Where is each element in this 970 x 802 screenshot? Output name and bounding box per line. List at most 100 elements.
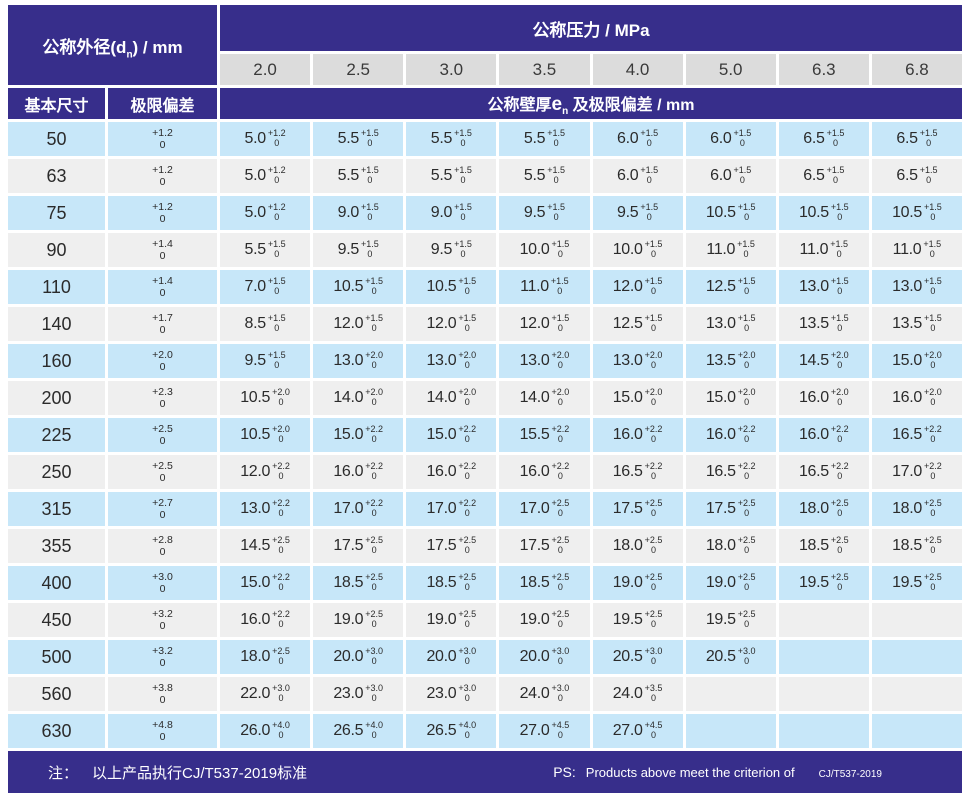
tol-lower: 0: [278, 434, 284, 444]
limit-deviation-cell: +1.7 0: [108, 307, 217, 341]
tol-lower: 0: [367, 175, 373, 185]
tolerance-stack: +1.5 0: [738, 313, 756, 334]
wall-thickness-cell-text: 5.5: [430, 167, 453, 184]
wall-thickness-cell-text: 18.5: [333, 574, 364, 591]
tol-upper: +2.5: [551, 571, 570, 582]
tol-upper: +2.0: [737, 349, 756, 360]
wall-thickness-cell-text: 16.5: [705, 463, 736, 480]
wall-thickness-cell: 12.5 +1.5 0: [685, 270, 776, 304]
tol-lower: 0: [837, 323, 843, 333]
basic-size-cell: 50: [8, 122, 105, 156]
tolerance-stack: +3.0 0: [645, 646, 663, 667]
wall-thickness-cell-text: 16.0: [612, 426, 643, 443]
wall-thickness-cell: 12.5 +1.5 0: [592, 307, 683, 341]
tolerance-stack: +2.2 0: [738, 461, 756, 482]
wall-thickness-cell-text: 19.5: [705, 611, 736, 628]
limit-deviation-cell: +3.8 0: [108, 677, 217, 711]
tol-upper: +1.5: [360, 164, 379, 175]
tolerance-stack: +3.2 0: [152, 608, 173, 632]
tol-lower: 0: [464, 619, 470, 629]
tol-lower: 0: [557, 508, 563, 518]
wall-thickness-cell-text: 16.5: [798, 463, 829, 480]
tolerance-stack: +3.2 0: [152, 645, 173, 669]
tol-lower: 0: [930, 545, 936, 555]
wall-thickness-label: 公称壁厚en 及极限偏差 / mm: [487, 94, 695, 118]
wall-thickness-cell: 9.5 +1.5 0: [220, 344, 311, 378]
tol-lower: 0: [278, 619, 284, 629]
wall-thickness-cell: 13.5 +2.0 0: [685, 344, 776, 378]
wall-thickness-cell-text: 19.0: [705, 574, 736, 591]
tol-upper: +3.0: [152, 570, 173, 583]
wall-thickness-cell: 8.5 +1.5 0: [220, 307, 311, 341]
tolerance-stack: +1.5 0: [361, 239, 379, 260]
tol-upper: +4.5: [644, 719, 663, 730]
wall-thickness-cell: 6.5 +1.5 0: [871, 122, 962, 156]
tol-upper: +1.5: [551, 238, 570, 249]
tol-lower: 0: [926, 138, 932, 148]
tol-lower: 0: [557, 730, 563, 740]
wall-thickness-cell: 19.5 +2.5 0: [592, 603, 683, 637]
wall-thickness-cell-text: 6.5: [896, 130, 918, 147]
wall-thickness-cell-text: 5.5: [430, 130, 453, 147]
tol-upper: +1.5: [458, 275, 477, 286]
wall-thickness-cell: 9.5 +1.5 0: [592, 196, 683, 230]
wall-thickness-cell: 26.5 +4.0 0: [406, 714, 497, 748]
wall-thickness-cell-text: 19.0: [612, 574, 643, 591]
tolerance-stack: +1.5 0: [645, 239, 663, 260]
tolerance-stack: +1.5 0: [920, 165, 938, 186]
tol-lower: 0: [557, 249, 563, 259]
tol-upper: +2.2: [272, 497, 290, 508]
wall-thickness-cell: 10.5 +1.5 0: [778, 196, 869, 230]
tol-upper: +1.5: [737, 312, 756, 323]
basic-size-cell-text: 90: [46, 239, 67, 260]
empty-cell: [871, 603, 962, 637]
tol-lower: 0: [744, 545, 750, 555]
tolerance-stack: +1.5 0: [268, 313, 286, 334]
tol-upper: +3.0: [737, 645, 756, 656]
tol-lower: 0: [460, 175, 466, 185]
tol-lower: 0: [371, 619, 377, 629]
tol-upper: +2.5: [644, 571, 663, 582]
tol-upper: +3.0: [644, 645, 663, 656]
tol-lower: 0: [159, 435, 166, 447]
tol-lower: 0: [557, 397, 563, 407]
wall-thickness-cell-text: 23.0: [333, 685, 364, 702]
wall-thickness-cell: 13.0 +2.0 0: [313, 344, 404, 378]
tol-lower: 0: [744, 212, 750, 222]
tolerance-stack: +3.5 0: [645, 683, 663, 704]
tol-lower: 0: [837, 212, 843, 222]
tol-upper: +2.0: [737, 386, 756, 397]
tol-lower: 0: [651, 508, 657, 518]
tolerance-stack: +1.5 0: [361, 165, 379, 186]
tol-lower: 0: [930, 323, 936, 333]
wall-thickness-cell: 17.5 +2.5 0: [592, 492, 683, 526]
wall-thickness-cell-text: 16.0: [798, 389, 829, 406]
note-en: PS: Products above meet the criterion of…: [553, 764, 882, 780]
pressure-value-cell: 6.3: [778, 54, 869, 85]
wall-thickness-cell-text: 9.5: [337, 241, 360, 258]
pressure-value-cell-text: 6.3: [811, 59, 836, 79]
tol-upper: +2.5: [830, 571, 849, 582]
tolerance-stack: +3.0 0: [365, 683, 383, 704]
wall-thickness-cell: 18.0 +2.5 0: [592, 529, 683, 563]
tolerance-stack: +1.2 0: [268, 128, 286, 149]
tolerance-stack: +2.5 0: [924, 535, 942, 556]
wall-thickness-cell: 26.5 +4.0 0: [313, 714, 404, 748]
wall-thickness-cell-text: 9.5: [430, 241, 453, 258]
limit-deviation-cell: +3.0 0: [108, 566, 217, 600]
tol-upper: +1.5: [830, 238, 849, 249]
tolerance-stack: +3.0 0: [365, 646, 383, 667]
tol-lower: 0: [460, 138, 466, 148]
tol-upper: +1.5: [830, 201, 849, 212]
tolerance-stack: +2.0 0: [924, 350, 942, 371]
wall-thickness-cell-text: 15.0: [333, 426, 364, 443]
tol-lower: 0: [744, 656, 750, 666]
tol-lower: 0: [832, 138, 838, 148]
tol-lower: 0: [159, 583, 166, 595]
basic-size-cell: 450: [8, 603, 105, 637]
wall-thickness-cell: 13.0 +2.0 0: [592, 344, 683, 378]
tol-upper: +2.5: [737, 608, 756, 619]
tolerance-stack: +2.0 0: [552, 350, 570, 371]
tol-upper: +1.2: [152, 200, 173, 213]
tolerance-stack: +2.2 0: [738, 424, 756, 445]
